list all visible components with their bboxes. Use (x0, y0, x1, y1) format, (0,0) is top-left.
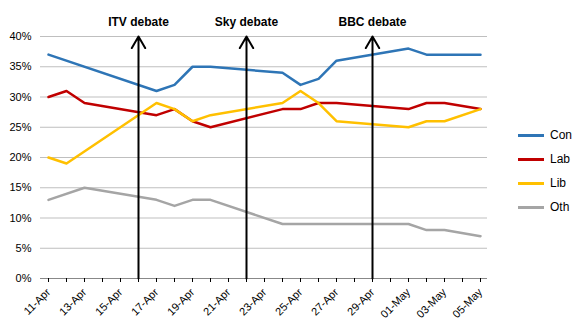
svg-text:25-Apr: 25-Apr (273, 286, 305, 318)
svg-text:05-May: 05-May (450, 285, 485, 320)
svg-text:11-Apr: 11-Apr (21, 286, 52, 317)
svg-text:BBC debate: BBC debate (338, 15, 406, 29)
svg-text:29-Apr: 29-Apr (345, 286, 377, 318)
svg-text:20%: 20% (9, 151, 31, 163)
html-text:Lib: Lib (550, 176, 566, 190)
svg-text:10%: 10% (9, 212, 31, 224)
svg-text:25%: 25% (9, 121, 31, 133)
svg-text:40%: 40% (9, 30, 31, 42)
svg-text:30%: 30% (9, 91, 31, 103)
svg-text:5%: 5% (16, 242, 32, 254)
svg-text:17-Apr: 17-Apr (129, 286, 161, 318)
html-text:Con: Con (550, 128, 572, 142)
svg-text:27-Apr: 27-Apr (309, 286, 341, 318)
svg-text:Sky debate: Sky debate (215, 15, 279, 29)
html-text:Oth: Oth (550, 200, 570, 214)
svg-text:ITV debate: ITV debate (108, 15, 169, 29)
svg-text:03-May: 03-May (414, 285, 449, 320)
svg-text:0%: 0% (16, 272, 32, 284)
svg-text:35%: 35% (9, 60, 31, 72)
svg-text:15-Apr: 15-Apr (93, 286, 125, 318)
svg-text:19-Apr: 19-Apr (165, 286, 197, 318)
svg-text:15%: 15% (9, 181, 31, 193)
svg-text:01-May: 01-May (378, 285, 413, 320)
html-text:Lab: Lab (550, 152, 570, 166)
svg-text:21-Apr: 21-Apr (201, 286, 233, 318)
svg-text:23-Apr: 23-Apr (237, 286, 269, 318)
svg-text:13-Apr: 13-Apr (57, 286, 89, 318)
